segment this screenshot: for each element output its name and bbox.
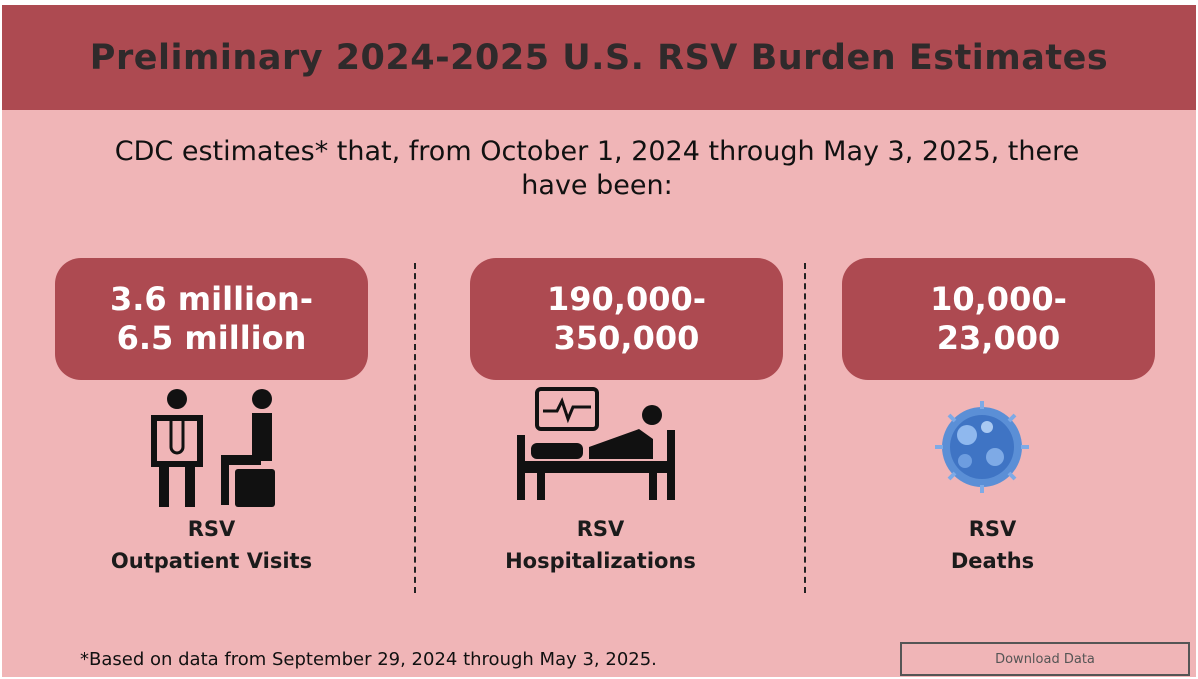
label-line: RSV	[968, 517, 1017, 541]
value-line: 190,000-	[546, 280, 707, 318]
value-line: 3.6 million-	[109, 280, 314, 318]
download-button[interactable]: Download Data	[900, 642, 1190, 676]
virus-icon	[935, 401, 1029, 493]
card-label: RSV Outpatient Visits	[55, 513, 368, 577]
card-label: RSV Hospitalizations	[444, 513, 757, 577]
outpatient-icon	[151, 389, 275, 507]
card: 190,000- 350,000	[470, 258, 783, 380]
card: 10,000- 23,000	[842, 258, 1155, 380]
intro: CDC estimates* that, from October 1, 202…	[114, 136, 1080, 201]
label-line: Hospitalizations	[505, 549, 696, 573]
label-line: RSV	[576, 517, 625, 541]
label-line: Deaths	[950, 549, 1035, 573]
label-line: RSV	[187, 517, 236, 541]
title: Preliminary 2024-2025 U.S. RSV Burden Es…	[89, 37, 1109, 78]
divider	[414, 263, 416, 593]
hospital-icon	[517, 387, 675, 500]
value-line: 10,000-	[930, 280, 1067, 318]
label-line: Outpatient Visits	[110, 549, 313, 573]
header: Preliminary 2024-2025 U.S. RSV Burden Es…	[2, 5, 1196, 110]
value-line: 23,000	[936, 319, 1061, 357]
card: 3.6 million- 6.5 million	[55, 258, 368, 380]
footnote: *Based on data from September 29, 2024 t…	[80, 649, 657, 670]
value-line: 350,000	[553, 319, 700, 357]
value-line: 6.5 million	[116, 319, 307, 357]
divider	[804, 263, 806, 593]
panel: Preliminary 2024-2025 U.S. RSV Burden Es…	[2, 5, 1196, 677]
card-label: RSV Deaths	[836, 513, 1149, 577]
